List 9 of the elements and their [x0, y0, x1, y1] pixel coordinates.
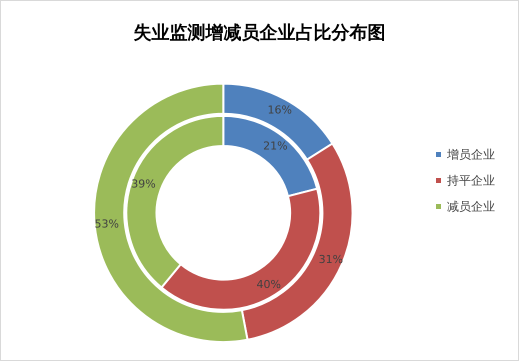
data-label: 40%	[256, 278, 282, 291]
legend-label: 减员企业	[447, 200, 495, 214]
data-label: 21%	[263, 139, 288, 152]
data-label: 39%	[131, 178, 156, 191]
legend-label: 持平企业	[447, 174, 495, 188]
legend-label: 增员企业	[446, 148, 495, 162]
chart-title: 失业监测增减员企业占比分布图	[134, 22, 386, 44]
data-label: 31%	[318, 252, 344, 266]
data-label: 16%	[268, 104, 292, 117]
